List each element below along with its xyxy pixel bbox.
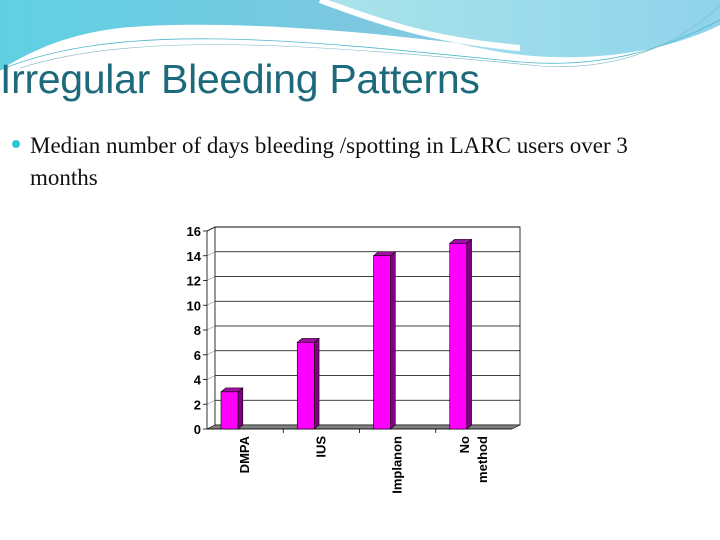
slide-title: Irregular Bleeding Patterns (0, 56, 480, 102)
gridline-side (206, 350, 216, 356)
chart-floor (206, 424, 521, 430)
bar-side (390, 251, 396, 430)
gridline-side (206, 276, 216, 281)
y-tick-label: 8 (194, 323, 201, 338)
x-category-label: IUS (313, 436, 328, 458)
y-tick-label: 16 (187, 224, 201, 239)
gridline-side (206, 300, 216, 306)
gridline-side (206, 251, 216, 257)
x-category-label: DMPA (237, 435, 252, 473)
bar-side (313, 337, 320, 430)
y-tick-label: 4 (194, 373, 202, 388)
bar-ius (296, 342, 315, 430)
x-category-label: method (475, 436, 490, 483)
bar-implanon (373, 255, 391, 430)
bar-dmpa (220, 391, 239, 430)
y-tick-label: 10 (187, 298, 201, 313)
y-tick-label: 2 (194, 397, 201, 412)
y-tick-label: 0 (194, 422, 201, 437)
gridline-side (206, 375, 216, 380)
header-swoosh-decoration (0, 0, 720, 71)
x-category-label: Implanon (390, 436, 405, 494)
y-tick-label: 14 (187, 249, 202, 264)
y-tick-label: 6 (194, 348, 201, 363)
gridline-side (206, 325, 216, 331)
bar-side (237, 387, 244, 430)
y-tick-label: 12 (187, 274, 201, 289)
bullet-text: Median number of days bleeding /spotting… (30, 133, 628, 190)
bar-side (466, 238, 472, 430)
bar-no-method (449, 243, 468, 430)
y-axis-top (206, 226, 216, 232)
gridline-side (206, 399, 216, 405)
x-category-label: No (457, 436, 472, 453)
bullet-icon (12, 140, 20, 148)
